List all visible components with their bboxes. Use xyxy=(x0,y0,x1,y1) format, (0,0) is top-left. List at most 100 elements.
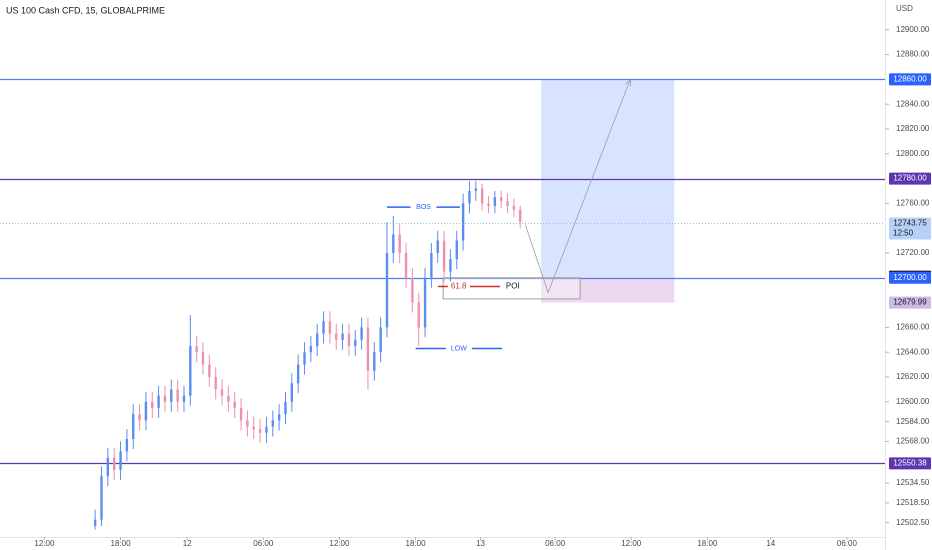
price-label: 12550.38 xyxy=(893,458,927,467)
candle-body xyxy=(125,439,129,452)
candle-body xyxy=(163,395,167,402)
candle-body xyxy=(335,333,338,340)
candle-body xyxy=(138,414,141,421)
y-tick-label: 12900.00 xyxy=(896,25,930,34)
y-tick-label: 12600.00 xyxy=(896,397,930,406)
candle-body xyxy=(271,420,274,427)
price-label: 12679.99 xyxy=(893,298,927,307)
candle-body xyxy=(132,414,135,440)
candle-body xyxy=(487,203,490,206)
candle-body xyxy=(296,364,300,384)
x-tick-label: 06:00 xyxy=(837,539,858,548)
candle-body xyxy=(436,240,439,253)
candle-body xyxy=(455,240,458,260)
candle-body xyxy=(195,346,198,353)
y-tick-label: 12568.00 xyxy=(896,437,930,446)
candle-body xyxy=(258,429,262,433)
candle-body xyxy=(449,259,452,272)
candle-body xyxy=(277,414,281,421)
y-tick-label: 12620.00 xyxy=(896,372,930,381)
candle-body xyxy=(366,327,370,371)
chart-title: US 100 Cash CFD, 15, GLOBALPRIME xyxy=(6,5,165,15)
y-tick-label: 12518.50 xyxy=(896,498,930,507)
x-tick-label: 12:00 xyxy=(329,539,350,548)
candle-body xyxy=(182,395,186,402)
projection-path xyxy=(524,79,631,294)
candle-body xyxy=(373,352,376,371)
candle-body xyxy=(176,389,179,402)
candle-body xyxy=(214,377,217,390)
stop-zone xyxy=(541,276,675,303)
y-tick-label: 12840.00 xyxy=(896,99,930,108)
y-tick-label: 12640.00 xyxy=(896,347,930,356)
candle-body xyxy=(220,389,224,396)
price-label-box xyxy=(889,296,931,309)
candle-body xyxy=(474,188,478,191)
last-price-box xyxy=(889,217,931,240)
candle-body xyxy=(189,346,192,396)
candle-body xyxy=(151,401,154,409)
candle-body xyxy=(379,327,382,353)
candle-body xyxy=(106,457,110,477)
candle-body xyxy=(398,234,401,253)
y-tick-label: 12760.00 xyxy=(896,198,930,207)
candle-body xyxy=(499,197,503,201)
price-label-box xyxy=(889,457,931,470)
candle-body xyxy=(385,252,389,328)
x-tick-label: 18:00 xyxy=(111,539,132,548)
projection-arrowhead xyxy=(625,78,631,87)
candle-body xyxy=(322,321,325,334)
profit-zone xyxy=(541,79,675,277)
candle-body xyxy=(328,321,332,334)
x-tick-label: 06:00 xyxy=(253,539,274,548)
candle-body xyxy=(284,401,287,415)
candle-body xyxy=(290,383,294,402)
candle-body xyxy=(157,395,160,409)
bos-label: BOS xyxy=(416,204,431,211)
candle-body xyxy=(423,277,427,328)
candle-body xyxy=(309,346,313,353)
y-tick-label: 12584.00 xyxy=(896,417,930,426)
candle-body xyxy=(227,395,230,402)
x-tick-label: 18:00 xyxy=(697,539,718,548)
candle-body xyxy=(170,389,173,402)
candle-body xyxy=(417,302,420,328)
x-tick-label: 18:00 xyxy=(406,539,427,548)
candle-body xyxy=(119,451,122,471)
currency: USD xyxy=(896,4,913,13)
candle-body xyxy=(360,327,363,340)
candle-body xyxy=(480,188,484,204)
candle-body xyxy=(411,277,414,303)
candle-body xyxy=(442,240,446,272)
y-tick-label: 12660.00 xyxy=(896,323,930,332)
candle-body xyxy=(430,252,433,278)
price-label-box xyxy=(889,73,931,86)
x-tick-label: 12 xyxy=(183,539,192,548)
candle-body xyxy=(144,401,148,421)
candle-body xyxy=(468,190,471,204)
candle-body xyxy=(461,203,465,241)
price-label-box xyxy=(889,172,931,185)
candle-body xyxy=(233,401,236,409)
poi-label: POI xyxy=(506,282,520,291)
candle-body xyxy=(246,420,249,427)
low-label: LOW xyxy=(451,345,467,352)
poi-box xyxy=(442,277,581,300)
candle-body xyxy=(201,352,205,365)
x-tick-label: 14 xyxy=(766,539,775,548)
candle-body xyxy=(341,333,344,340)
candle-body xyxy=(404,252,408,278)
candle-body xyxy=(239,408,243,421)
candle-body xyxy=(506,200,509,206)
x-tick-label: 12:00 xyxy=(621,539,642,548)
price-label: 12860.00 xyxy=(893,74,927,83)
last-price-label: 12743.75 xyxy=(893,219,927,228)
countdown-label: 12:50 xyxy=(893,229,914,238)
candle-body xyxy=(93,519,97,526)
candle-body xyxy=(252,426,255,430)
y-tick-label: 12800.00 xyxy=(896,149,930,158)
y-tick-label: 12820.00 xyxy=(896,124,930,133)
candle-body xyxy=(354,339,357,347)
